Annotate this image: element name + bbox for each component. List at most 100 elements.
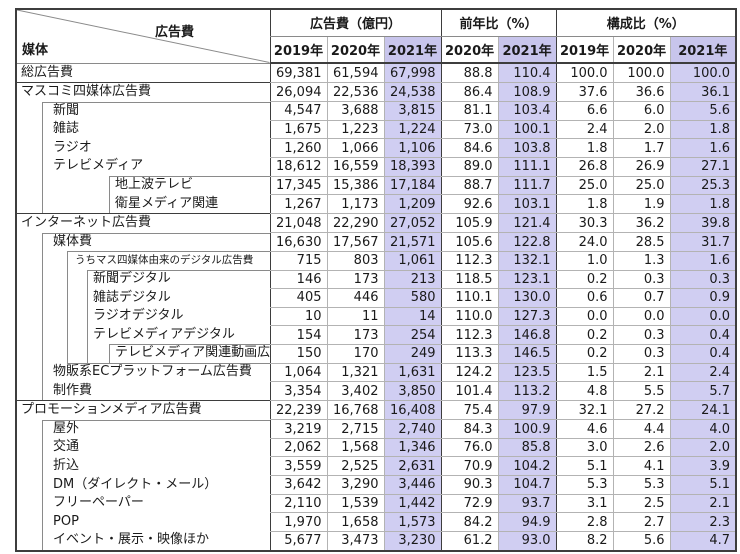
hierarchy-guide-line [42,381,43,401]
row-label-cell: 衛星メディア関連 [16,194,270,214]
row-label: テレビメディア関連動画広告 [115,345,270,361]
row-label: マスコミ四媒体広告費 [21,84,152,100]
value-cell: 715 [269,251,327,271]
value-cell: 112.3 [440,325,499,345]
value-cell: 3,402 [326,381,384,402]
value-cell: 3.1 [555,494,614,514]
value-cell: 84.6 [440,138,499,158]
row-label-cell: テレビメディアデジタル [16,325,270,345]
value-cell: 75.4 [440,400,499,421]
row-label: POP [53,513,79,529]
value-cell: 39.8 [669,213,737,234]
value-cell: 67,998 [383,63,442,84]
value-cell: 132.1 [497,251,557,271]
value-cell: 4,547 [269,101,327,121]
table-row: マスコミ四媒体広告費 26,094 22,536 24,538 86.4 108.9 37.… [16,82,737,103]
table-row: 地上波テレビ 17,345 15,386 17,184 88.7 111.7 25.0 25.… [16,176,737,196]
row-label-cell: 折込 [16,456,270,476]
hierarchy-guide-line [87,325,88,345]
value-cell: 111.7 [497,176,557,196]
value-cell: 69,381 [269,63,327,84]
value-cell: 16,768 [326,400,384,421]
row-label-cell: マスコミ四媒体広告費 [16,82,270,102]
row-label: イベント・展示・映像ほか [53,532,210,548]
value-cell: 37.6 [555,82,614,103]
value-cell: 2,740 [383,419,442,439]
value-cell: 113.2 [497,381,557,402]
hierarchy-box-top-line [67,251,270,253]
hierarchy-guide-line [42,176,43,195]
value-cell: 26.9 [612,157,671,177]
table-row: 交通 2,062 1,568 1,346 76.0 85.8 3.0 2.6 2.0 [16,438,737,458]
value-cell: 26.8 [555,157,614,177]
value-cell: 249 [383,344,442,364]
value-cell: 1.6 [669,251,737,271]
year-header: 2020年 [440,36,499,64]
value-cell: 146.5 [497,344,557,364]
row-label-cell: 制作費 [16,381,270,401]
hierarchy-box-top-line [42,419,270,421]
value-cell: 124.2 [440,363,499,383]
value-cell: 1,346 [383,438,442,458]
table-row: インターネット広告費 21,048 22,290 27,052 105.9 121.4 30… [16,213,737,234]
value-cell: 130.0 [497,288,557,308]
row-label: うちマス四媒体由来のデジタル広告費 [75,254,254,267]
value-cell: 4.1 [612,456,671,477]
table-row: 雑誌 1,675 1,223 1,224 73.0 100.1 2.4 2.0 1.8 [16,120,737,140]
value-cell: 146 [269,270,327,290]
hierarchy-guide-line [67,270,68,289]
value-cell: 2.0 [612,120,671,140]
row-label: テレビメディア [53,158,144,174]
value-cell: 25.3 [669,176,737,196]
value-cell: 121.4 [497,213,557,234]
value-cell: 0.2 [555,344,614,364]
ad-expenditure-table: 広告費 媒体 広告費（億円） 前年比（%） 構成比（%） 2019年 2020年… [15,8,738,552]
value-cell: 105.9 [440,213,499,234]
value-cell: 2,110 [269,494,327,514]
hierarchy-guide-line [87,288,88,308]
row-label-cell: 物販系ECプラットフォーム広告費 [16,363,270,382]
value-cell: 92.6 [440,194,499,215]
value-cell: 16,559 [326,157,384,177]
value-cell: 110.0 [440,307,499,327]
value-cell: 3,815 [383,101,442,121]
value-cell: 2.7 [612,512,671,532]
value-cell: 123.1 [497,270,557,290]
value-cell: 0.3 [612,325,671,345]
hierarchy-guide-line [67,325,68,345]
table-row: 雑誌デジタル 405 446 580 110.1 130.0 0.6 0.7 0.9 [16,288,737,308]
hierarchy-box-top-line [109,344,270,346]
hierarchy-guide-line [42,419,43,439]
value-cell: 5.1 [669,475,737,495]
value-cell: 3,559 [269,456,327,477]
value-cell: 1.8 [669,194,737,215]
hierarchy-guide-line [42,475,43,495]
hierarchy-guide-line [109,176,110,195]
value-cell: 0.0 [555,307,614,327]
value-cell: 1.9 [612,194,671,215]
value-cell: 14 [383,307,442,327]
table-row: POP 1,970 1,658 1,573 84.2 94.9 2.8 2.7 2.3 [16,512,737,532]
value-cell: 1,573 [383,512,442,532]
value-cell: 104.2 [497,456,557,477]
value-cell: 94.9 [497,512,557,532]
hierarchy-guide-line [42,456,43,476]
row-label-cell: 新聞デジタル [16,270,270,289]
table-row: うちマス四媒体由来のデジタル広告費 715 803 1,061 112.3 132.1 1.… [16,251,737,271]
value-cell: 31.7 [669,232,737,252]
year-header-highlighted: 2021年 [497,36,557,64]
value-cell: 4.6 [555,419,614,439]
value-cell: 2.8 [555,512,614,532]
value-cell: 17,345 [269,176,327,196]
header-group-row: 広告費 媒体 広告費（億円） 前年比（%） 構成比（%） [16,9,737,64]
value-cell: 93.0 [497,531,557,552]
value-cell: 72.9 [440,494,499,514]
value-cell: 36.2 [612,213,671,234]
value-cell: 110.1 [440,288,499,308]
value-cell: 1,442 [383,494,442,514]
year-header: 2019年 [555,36,614,64]
corner-label-adspend: 広告費 [155,25,195,40]
value-cell: 1,061 [383,251,442,271]
row-label: プロモーションメディア広告費 [21,402,202,418]
row-label: 衛星メディア関連 [115,195,219,211]
